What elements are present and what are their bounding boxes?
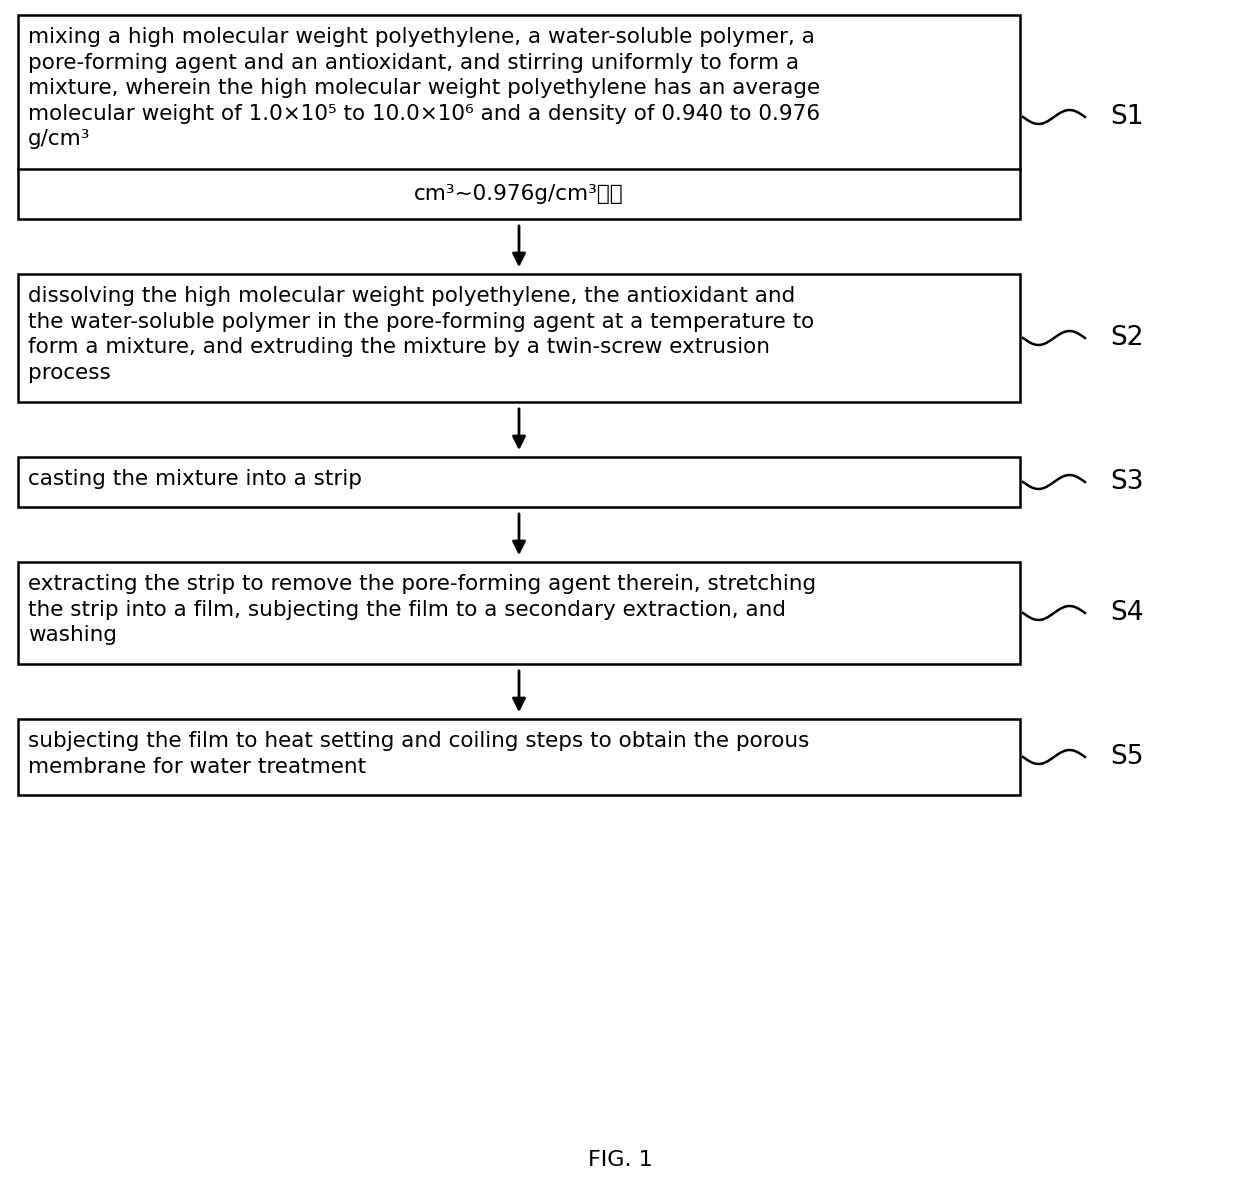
Text: cm³~0.976g/cm³之间: cm³~0.976g/cm³之间 (414, 184, 624, 204)
Bar (19, 719, 1021, 795)
Text: S2: S2 (1110, 325, 1143, 351)
Bar (19, 14, 1021, 219)
Bar (19, 274, 1021, 401)
Text: S3: S3 (1110, 469, 1143, 495)
Text: subjecting the film to heat setting and coiling steps to obtain the porous
membr: subjecting the film to heat setting and … (29, 731, 810, 776)
Text: extracting the strip to remove the pore-forming agent therein, stretching
the st: extracting the strip to remove the pore-… (29, 575, 816, 645)
Text: S4: S4 (1110, 600, 1143, 626)
Bar (19, 563, 1021, 664)
Text: S1: S1 (1110, 105, 1143, 130)
Text: mixing a high molecular weight polyethylene, a water-soluble polymer, a
pore-for: mixing a high molecular weight polyethyl… (29, 26, 820, 149)
Text: FIG. 1: FIG. 1 (588, 1150, 652, 1170)
Text: S5: S5 (1110, 744, 1143, 770)
Bar (19, 457, 1021, 507)
Text: dissolving the high molecular weight polyethylene, the antioxidant and
the water: dissolving the high molecular weight pol… (29, 286, 815, 382)
Text: casting the mixture into a strip: casting the mixture into a strip (29, 469, 362, 489)
